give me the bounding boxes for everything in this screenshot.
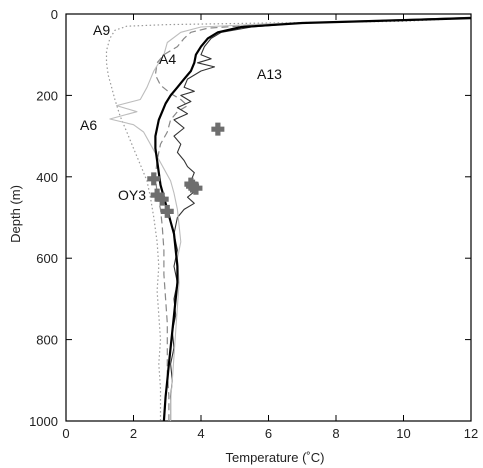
y-tick-label: 200: [36, 88, 58, 103]
series-line-a9: [105, 17, 472, 421]
marker-label-oy3: OY3: [118, 187, 146, 203]
x-tick-label: 6: [265, 426, 272, 441]
y-axis-label: Depth (m): [8, 185, 23, 243]
x-tick-label: 4: [197, 426, 204, 441]
oy3-marker: [186, 179, 200, 193]
oy3-marker: [211, 122, 225, 136]
series-line-a4: [154, 18, 438, 421]
oy3-marker: [147, 172, 161, 186]
x-tick-label: 12: [464, 426, 478, 441]
y-tick-label: 400: [36, 170, 58, 185]
series-label-a13: A13: [257, 66, 282, 82]
series-line-profile-5: [154, 17, 472, 422]
series-line-a13: [170, 16, 472, 421]
series-label-a4: A4: [159, 51, 176, 67]
series-line-a6: [109, 17, 472, 421]
series-label-a9: A9: [93, 22, 110, 38]
series-label-a6: A6: [80, 117, 97, 133]
y-tick-label: 800: [36, 333, 58, 348]
axis-ticks: 0 2 4 6 8 10 12 0 200 400 600 800 1000: [29, 7, 478, 441]
marker-layer: [147, 122, 225, 218]
x-tick-label: 10: [396, 426, 410, 441]
y-tick-label: 1000: [29, 414, 58, 429]
oy3-marker: [155, 192, 169, 206]
oy3-marker: [160, 204, 174, 218]
x-tick-label: 8: [332, 426, 339, 441]
oy3-marker: [150, 188, 164, 202]
x-tick-label: 2: [130, 426, 137, 441]
x-axis-label: Temperature (˚C): [226, 450, 325, 465]
y-tick-label: 0: [51, 7, 58, 22]
x-tick-label: 0: [62, 426, 69, 441]
y-tick-label: 600: [36, 251, 58, 266]
series-layer: [105, 16, 472, 422]
